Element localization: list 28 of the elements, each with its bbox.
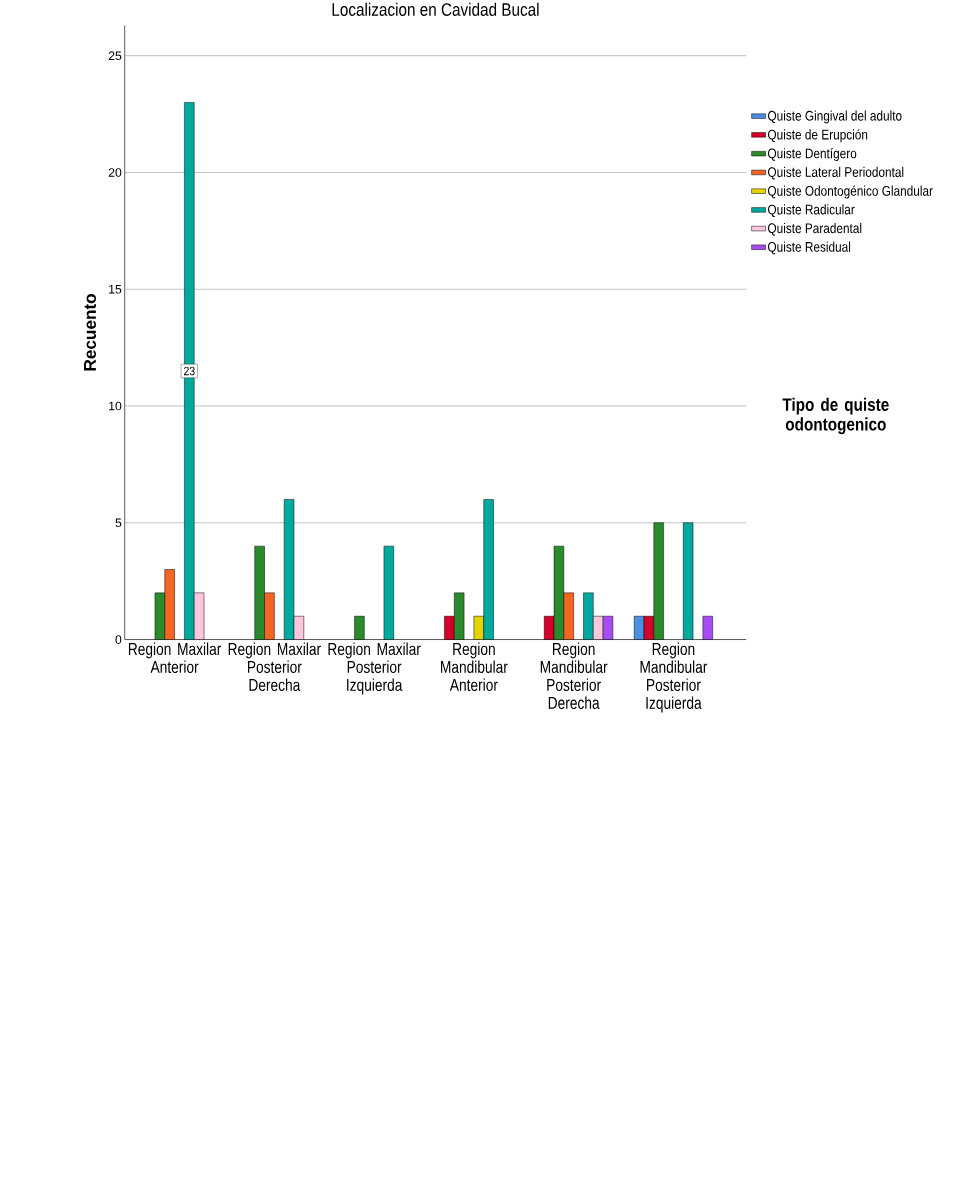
x-tick-label: Region Mandibular Anterior (440, 642, 508, 692)
legend-label: Quiste Residual (767, 241, 850, 255)
legend-label: Quiste de Erupción (767, 129, 868, 143)
bar (702, 615, 713, 640)
y-tick-label: 5 (115, 518, 122, 528)
legend-label: Quiste Paradental (767, 222, 862, 236)
bar (383, 545, 394, 640)
bar (354, 615, 365, 640)
legend-label: Quiste Dentígero (767, 147, 857, 162)
y-axis-title: Recuento (83, 294, 96, 371)
chart-title: Localizacion en Cavidad Bucal (332, 2, 539, 16)
x-tick-label: Region Maxilar Anterior (128, 642, 222, 674)
bar (682, 522, 694, 640)
y-tick-label: 0 (115, 635, 122, 644)
legend-label: Quiste Lateral Periodontal (767, 166, 904, 180)
legend-label: Quiste Odontogénico Glandular (767, 185, 933, 199)
legend-label: Quiste Gingival del adulto (767, 110, 902, 124)
x-tick-label: Region Mandibular Posterior Derecha (540, 642, 608, 710)
x-tick-label: Region Maxilar Posterior Derecha (228, 642, 321, 692)
y-tick-label: 25 (108, 51, 122, 61)
x-tick-label: Region Mandibular Posterior Izquierda (640, 642, 708, 713)
y-tick-label: 10 (109, 401, 122, 411)
x-tick-label: Region Maxilar Posterior Izquierda (328, 642, 421, 695)
data-label: 23 (183, 366, 195, 376)
legend-label: Quiste Radicular (767, 204, 855, 217)
y-tick-label: 15 (109, 284, 122, 294)
y-tick-label: 20 (108, 168, 122, 177)
legend-title: Tipo de quiste odontogenico (782, 397, 889, 435)
